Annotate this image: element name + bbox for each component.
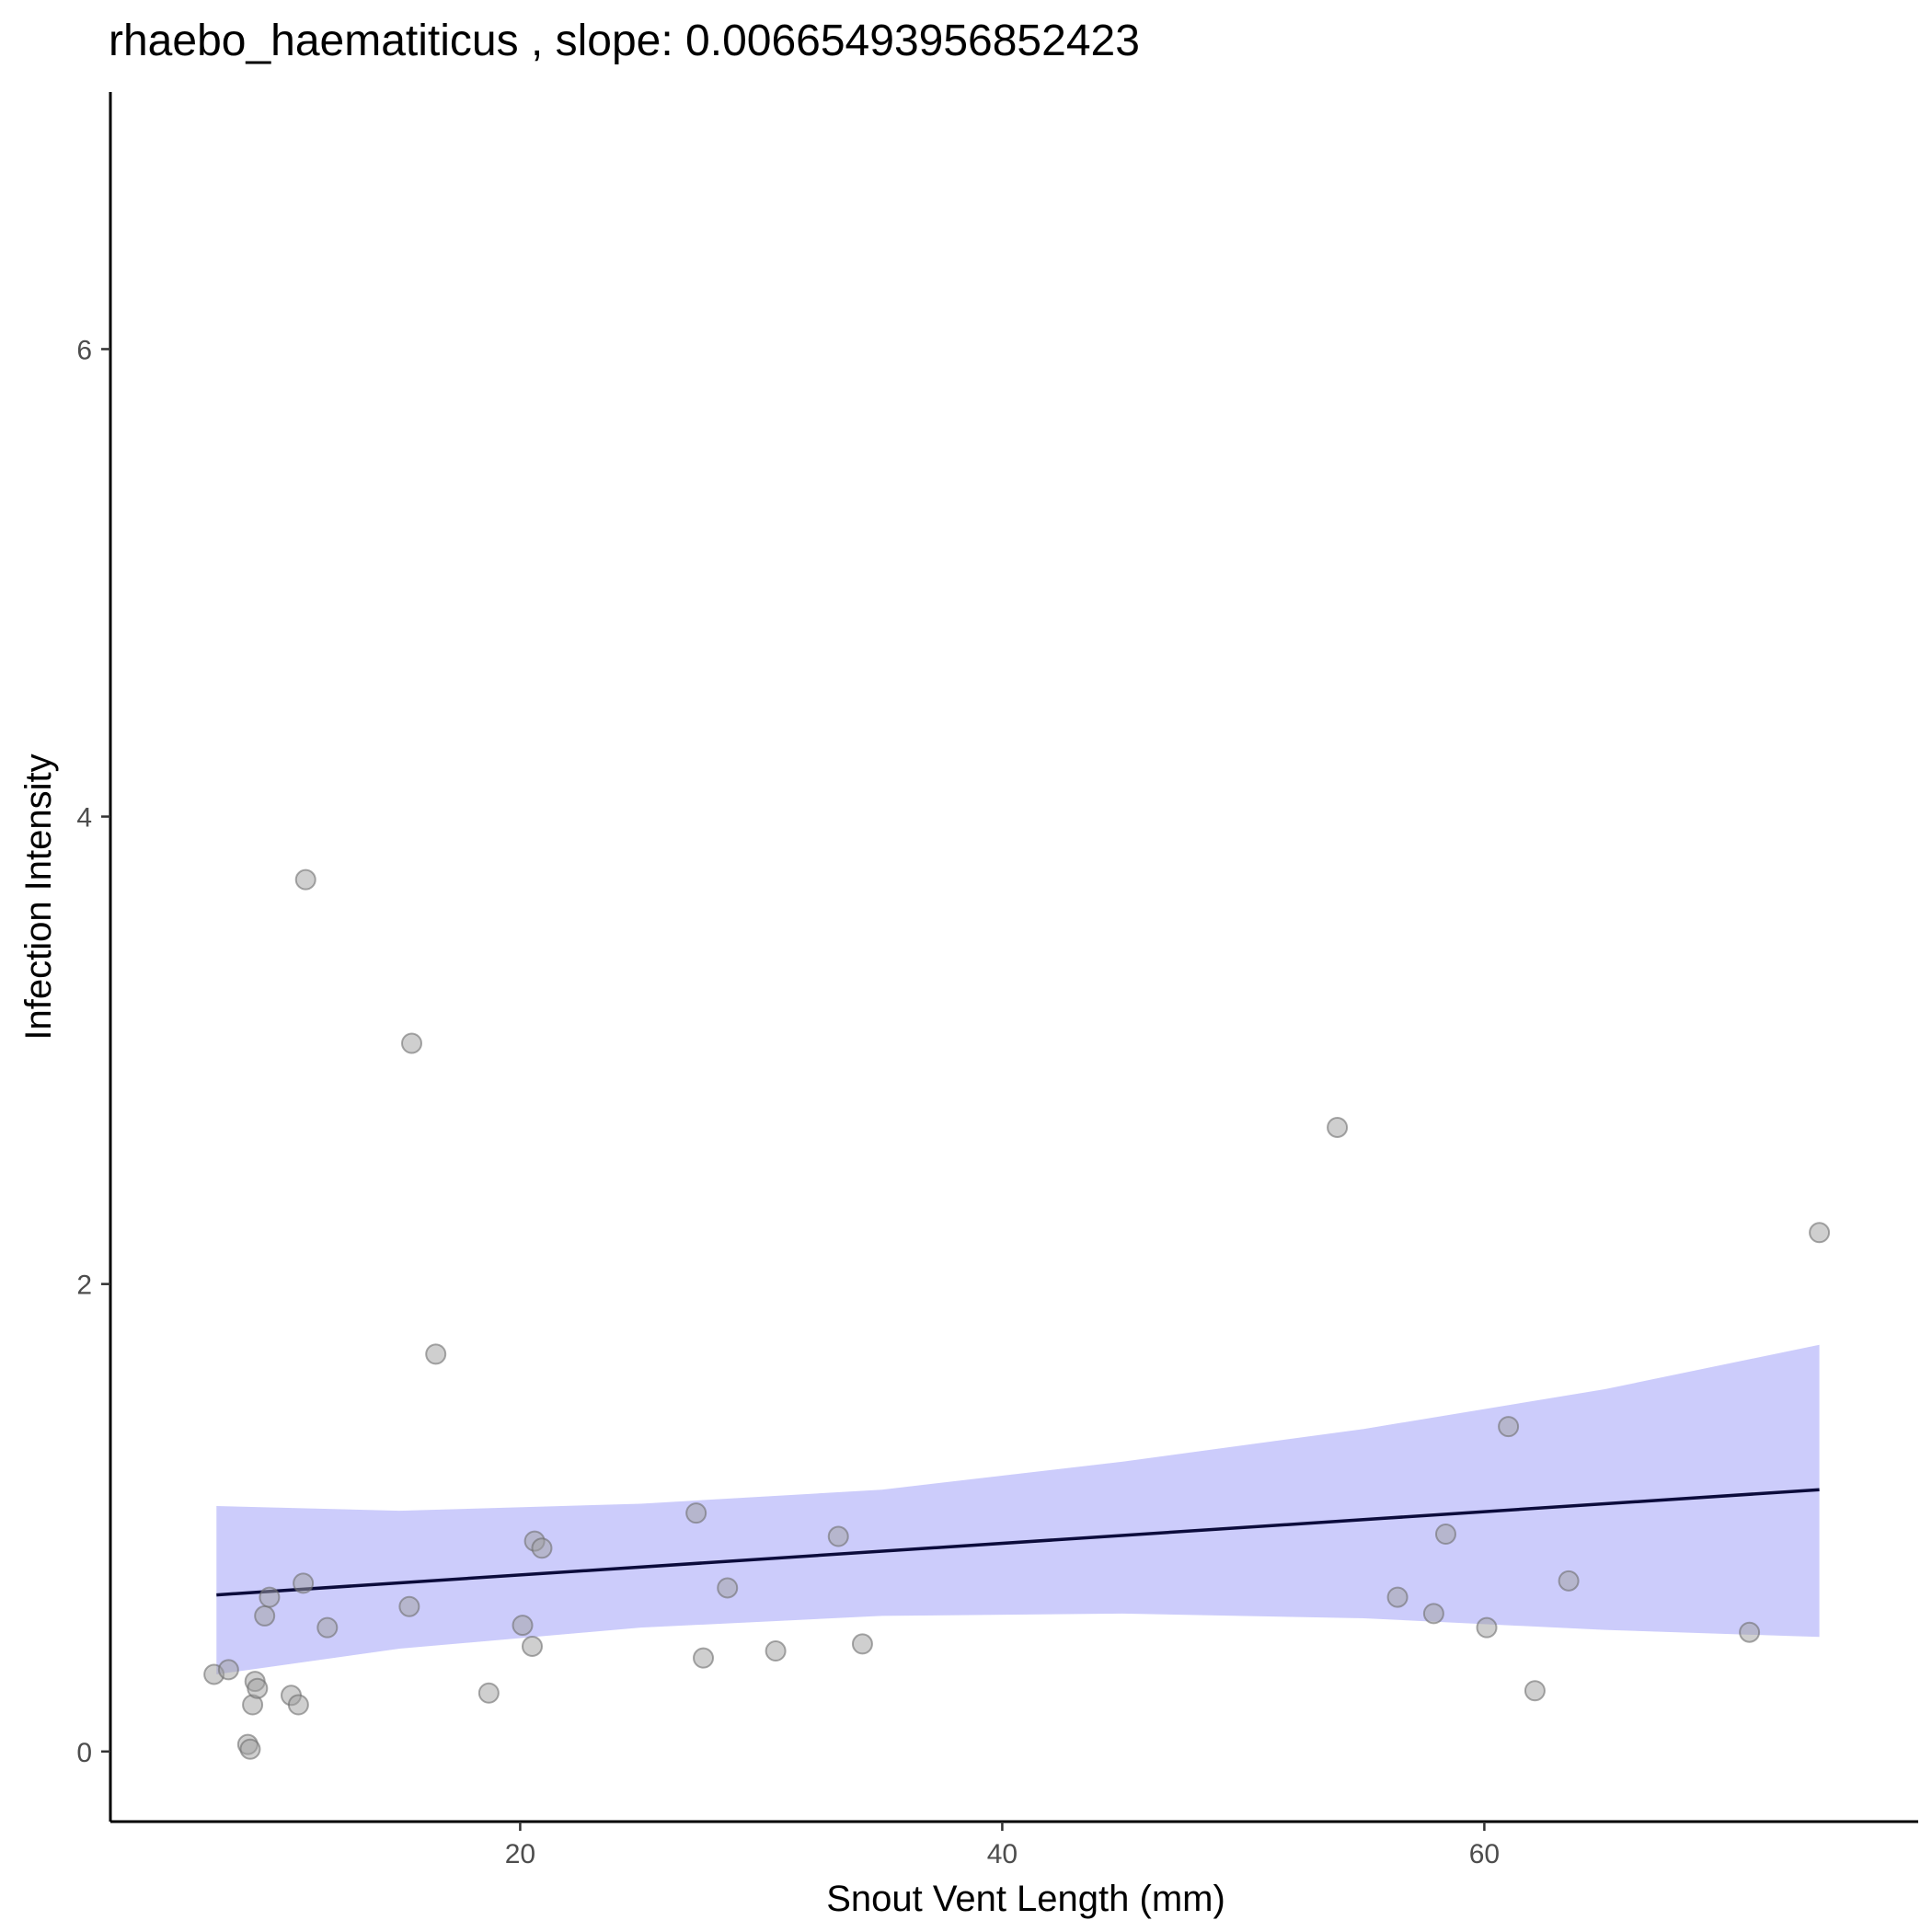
data-point (1386, 1586, 1409, 1608)
data-point (1434, 1524, 1456, 1546)
x-tick-label: 60 (1469, 1839, 1500, 1869)
x-axis-ticks: 20 40 60 (505, 1822, 1500, 1869)
data-point (425, 1343, 447, 1365)
data-point (1422, 1603, 1444, 1625)
y-axis-ticks: 0 2 4 6 (76, 335, 110, 1768)
data-point (827, 1525, 849, 1547)
data-point (512, 1615, 534, 1637)
data-point (717, 1577, 739, 1599)
data-point (1558, 1570, 1580, 1592)
x-tick-label: 40 (987, 1839, 1018, 1869)
regression-line-layer (216, 1488, 1820, 1597)
chart-title: rhaebo_haematiticus , slope: 0.006654939… (109, 17, 1140, 65)
data-point (247, 1677, 269, 1699)
y-tick-label: 2 (76, 1271, 92, 1301)
data-point (293, 1572, 315, 1594)
data-points-layer (203, 868, 1831, 1760)
data-point (1809, 1222, 1831, 1244)
data-point (693, 1647, 715, 1669)
data-point (239, 1738, 261, 1760)
data-point (1524, 1680, 1546, 1702)
y-tick-label: 4 (76, 803, 92, 834)
data-point (1327, 1116, 1349, 1138)
confidence-band (216, 1344, 1820, 1674)
confidence-band-layer (216, 1344, 1820, 1674)
y-tick-label: 6 (76, 335, 92, 365)
data-point (765, 1640, 787, 1662)
data-point (522, 1635, 543, 1657)
data-point (477, 1682, 500, 1704)
data-point (685, 1502, 707, 1524)
x-tick-label: 20 (505, 1839, 535, 1869)
data-point (287, 1694, 309, 1716)
data-point (254, 1604, 276, 1627)
data-point (217, 1659, 239, 1681)
data-point (259, 1586, 281, 1608)
y-axis-title: Infection Intensity (18, 753, 59, 1040)
data-point (316, 1616, 339, 1639)
data-point (401, 1032, 422, 1054)
data-point (1498, 1416, 1520, 1438)
data-point (398, 1595, 420, 1617)
data-point (851, 1633, 873, 1655)
data-point (1476, 1616, 1498, 1639)
data-point (1739, 1621, 1761, 1643)
x-axis-title: Snout Vent Length (mm) (826, 1879, 1225, 1919)
regression-line (216, 1488, 1820, 1597)
data-point (531, 1537, 553, 1559)
y-tick-label: 0 (76, 1738, 92, 1768)
data-point (294, 868, 316, 891)
